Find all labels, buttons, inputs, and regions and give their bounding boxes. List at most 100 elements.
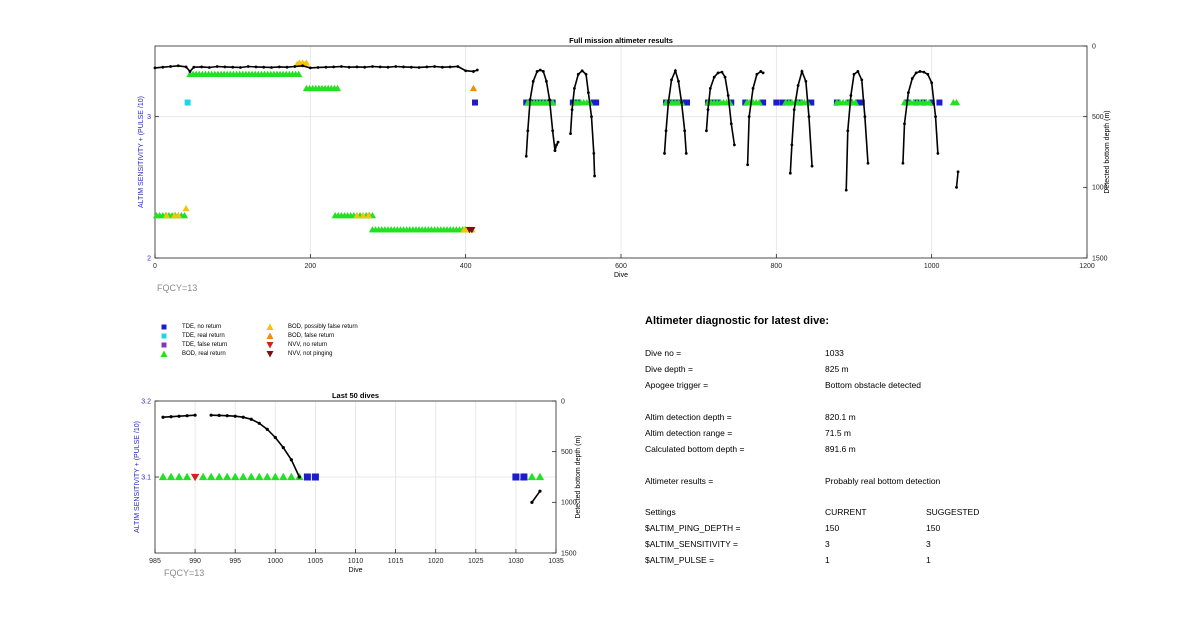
bottom-depth-point: [556, 140, 560, 144]
x-tick-label: 985: [149, 558, 161, 565]
bottom-depth-point: [849, 94, 853, 97]
bottom-depth-line: [955, 171, 959, 188]
legend-label: BOD, false return: [288, 332, 335, 339]
bottom-depth-point: [538, 489, 542, 493]
bottom-depth-point: [592, 152, 596, 155]
x-tick-label: 0: [153, 263, 157, 270]
data-point-triangle: [302, 59, 311, 66]
bottom-depth-point: [712, 75, 716, 79]
bottom-depth-point: [673, 69, 677, 73]
x-tick-label: 1000: [924, 263, 940, 270]
bottom-depth-point: [273, 435, 277, 440]
bottom-depth-point: [153, 66, 157, 70]
series-bottom-depth: [153, 64, 960, 192]
data-point-square: [760, 99, 767, 106]
bottom-depth-point: [670, 78, 673, 82]
series-bottom-depth: [161, 413, 542, 504]
bottom-depth-point: [324, 65, 328, 69]
bottom-depth-point: [723, 75, 727, 79]
x-tick-label: 400: [460, 263, 472, 270]
data-point-triangle: [263, 472, 272, 481]
y-axis-label: ALTIM SENSITIVITY + (PULSE /10): [138, 96, 145, 208]
bottom-depth-point: [192, 65, 196, 69]
legend-label: BOD, real return: [182, 350, 226, 357]
bottom-depth-point: [677, 79, 680, 83]
plot-frame: [154, 400, 557, 554]
data-point-square: [928, 99, 935, 106]
bottom-depth-point: [233, 414, 237, 418]
bottom-depth-point: [526, 129, 530, 133]
bottom-depth-point: [169, 415, 173, 419]
data-point-square: [520, 473, 528, 481]
setting-name: $ALTIM_PING_DEPTH =: [645, 523, 741, 533]
x-tick-label: 1005: [308, 558, 324, 565]
y-tick-label: 2: [147, 255, 151, 262]
diagnostic-value: 820.1 m: [825, 412, 856, 422]
settings-row: $ALTIM_PING_DEPTH = 150 150: [645, 523, 1065, 535]
legend-item: NVV, no return: [266, 340, 327, 349]
x-tick-label: 1015: [388, 558, 404, 565]
bottom-depth-point: [926, 72, 930, 76]
diagnostic-label: Altimeter results =: [645, 476, 714, 486]
bottom-depth-point: [706, 108, 710, 111]
setting-suggested: 1: [926, 555, 931, 565]
series-nvv-no-return: [190, 473, 200, 482]
bottom-depth-point: [386, 65, 390, 69]
bottom-depth-line: [162, 414, 196, 419]
bottom-depth-point: [308, 66, 312, 70]
y2-tick-label: 1000: [1092, 185, 1108, 192]
bottom-depth-point: [790, 143, 794, 147]
diagnostic-label: Altim detection depth =: [645, 412, 732, 422]
legend-marker-triangle-down-icon: [266, 350, 274, 357]
bottom-depth-point: [732, 143, 736, 147]
bottom-depth-point: [705, 129, 708, 133]
bottom-depth-point: [684, 152, 688, 155]
data-point-triangle: [549, 98, 557, 106]
bottom-depth-point: [185, 414, 189, 418]
settings-header-row: Settings CURRENT SUGGESTED: [645, 507, 1065, 519]
bottom-depth-point: [176, 64, 180, 68]
main-fqcy-label: FQCY=13: [157, 283, 198, 293]
bottom-depth-point: [249, 417, 253, 421]
bottom-depth-point: [246, 65, 250, 68]
bottom-depth-point: [729, 122, 733, 126]
x-tick-label: 1035: [548, 558, 564, 565]
bottom-depth-point: [555, 143, 558, 147]
bottom-depth-point: [262, 65, 266, 69]
bottom-depth-point: [378, 65, 382, 69]
y-tick-label: 3: [147, 114, 151, 121]
bottom-depth-point: [363, 65, 367, 69]
diagnostic-value: 71.5 m: [825, 428, 851, 438]
data-point-square: [773, 99, 780, 106]
x-tick-label: 1010: [348, 558, 364, 565]
legend-marker-triangle-down-icon: [266, 341, 274, 348]
bottom-depth-point: [524, 154, 528, 158]
bottom-depth-point: [844, 188, 848, 192]
data-point-square: [936, 99, 943, 106]
bottom-depth-point: [448, 65, 452, 69]
bottom-depth-point: [538, 68, 542, 72]
bottom-depth-point: [584, 72, 588, 76]
bottom-depth-point: [759, 70, 763, 73]
legend-label: TDE, false return: [182, 341, 228, 348]
data-point-triangle: [333, 84, 342, 92]
y2-tick-label: 1000: [561, 500, 577, 507]
data-point-triangle: [222, 472, 232, 481]
bottom-depth-point: [528, 98, 532, 102]
settings-header-current: CURRENT: [825, 507, 867, 517]
setting-current: 3: [825, 539, 830, 549]
y2-axis-label: Detected bottom depth (m): [575, 435, 582, 518]
data-point-triangle: [851, 98, 860, 106]
bottom-depth-point: [425, 65, 429, 69]
legend-marker-triangle-icon: [266, 323, 274, 330]
bottom-depth-point: [955, 185, 958, 189]
data-point-triangle: [359, 212, 367, 219]
bottom-depth-point: [217, 413, 221, 417]
bottom-depth-point: [569, 132, 572, 136]
data-point-triangle: [174, 212, 182, 219]
data-point-triangle: [519, 472, 529, 481]
x-tick-label: 200: [304, 263, 316, 270]
bottom-depth-point: [663, 152, 666, 155]
setting-suggested: 3: [926, 539, 931, 549]
diagnostic-label: Calculated bottom depth =: [645, 444, 745, 454]
